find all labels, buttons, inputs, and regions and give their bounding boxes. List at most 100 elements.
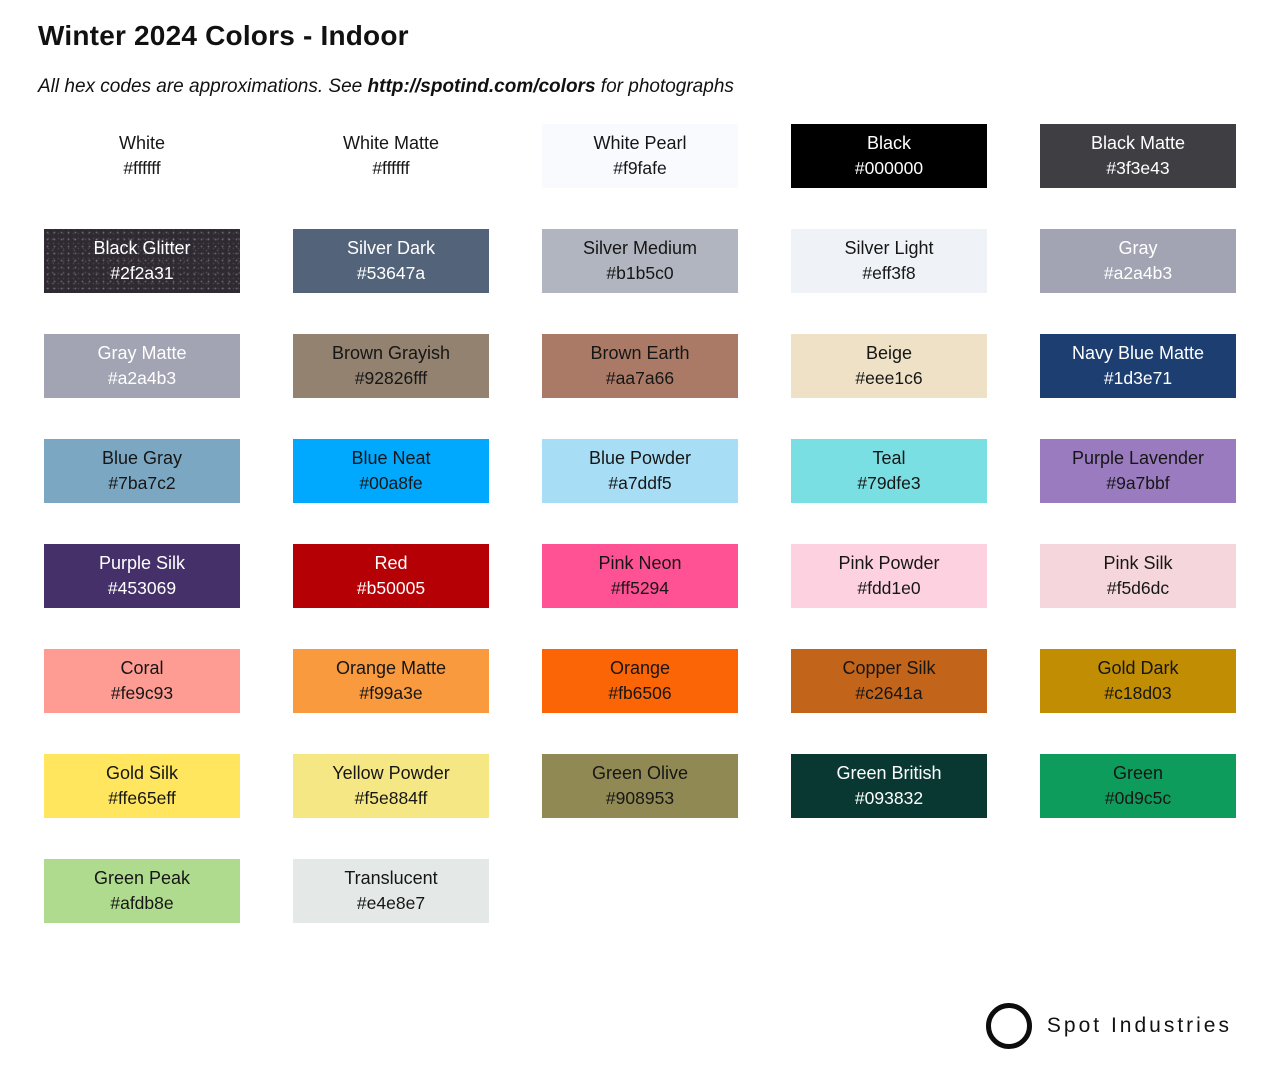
page-subtitle: All hex codes are approximations. See ht… [38,76,1242,98]
color-swatch-beige: Beige #eee1c6 [791,334,987,398]
swatch-name: Coral [120,658,164,678]
swatch-hex-code: #c18d03 [1104,683,1172,703]
color-swatch-copper-silk: Copper Silk #c2641a [791,649,987,713]
swatch-name: Pink Powder [838,553,940,573]
color-swatch-orange-matte: Orange Matte #f99a3e [293,649,489,713]
swatch-hex-code: #1d3e71 [1103,368,1173,388]
color-swatch-gold-silk: Gold Silk #ffe65eff [44,754,240,818]
page-title: Winter 2024 Colors - Indoor [38,20,409,51]
swatch-name: White Matte [342,133,440,153]
color-swatch-gray-matte: Gray Matte #a2a4b3 [44,334,240,398]
swatch-hex-code: #f5d6dc [1106,578,1170,598]
color-swatch-green-british: Green British #093832 [791,754,987,818]
swatch-hex-code: #ffffff [372,158,410,178]
color-swatch-blue-powder: Blue Powder #a7ddf5 [542,439,738,503]
swatch-hex-code: #b1b5c0 [606,263,674,283]
swatch-name: Translucent [344,868,438,888]
circle-outline-icon [985,1003,1032,1049]
swatch-name: Orange Matte [335,658,447,678]
color-swatch-orange: Orange #fb6506 [542,649,738,713]
swatch-hex-code: #3f3e43 [1106,158,1170,178]
color-swatch-brown-earth: Brown Earth #aa7a66 [542,334,738,398]
swatch-name: Gold Silk [105,763,179,783]
color-swatch-green-olive: Green Olive #908953 [542,754,738,818]
color-swatch-teal: Teal #79dfe3 [791,439,987,503]
swatch-hex-code: #2f2a31 [110,263,174,283]
color-swatch-silver-medium: Silver Medium #b1b5c0 [542,229,738,293]
brand-name: Spot Industries [1046,1014,1232,1037]
swatch-hex-code: #f99a3e [359,683,423,703]
swatch-name: Silver Medium [582,238,698,258]
color-swatch-purple-lavender: Purple Lavender #9a7bbf [1040,439,1236,503]
color-swatch-black-glitter: Black Glitter #2f2a31 [44,229,240,293]
swatch-hex-code: #9a7bbf [1106,473,1170,493]
swatch-name: Black [866,133,911,153]
color-swatch-green-peak: Green Peak #afdb8e [44,859,240,923]
swatch-hex-code: #c2641a [855,683,923,703]
swatch-hex-code: #92826fff [354,368,428,388]
swatch-name: Green Peak [93,868,191,888]
color-swatch-white: White #ffffff [44,124,240,188]
swatch-hex-code: #7ba7c2 [108,473,176,493]
color-swatch-black: Black #000000 [791,124,987,188]
swatch-hex-code: #fdd1e0 [857,578,921,598]
swatch-name: Silver Dark [346,238,435,258]
swatch-hex-code: #eff3f8 [862,263,916,283]
page-header: Winter 2024 Colors - Indoor All hex code… [0,0,1280,98]
swatch-name: Gray Matte [97,343,187,363]
swatch-hex-code: #f5e884ff [354,788,428,808]
subtitle-prefix: All hex codes are approximations. See [38,76,368,97]
color-swatch-pink-silk: Pink Silk #f5d6dc [1040,544,1236,608]
swatch-name: White [118,133,165,153]
swatch-hex-code: #093832 [854,788,924,808]
swatch-name: Pink Silk [1103,553,1173,573]
swatch-hex-code: #79dfe3 [857,473,921,493]
swatch-name: Copper Silk [842,658,936,678]
color-swatch-white-matte: White Matte #ffffff [293,124,489,188]
subtitle-suffix: for photographs [595,76,734,97]
swatch-hex-code: #f9fafe [613,158,667,178]
swatch-name: Green British [836,763,942,783]
color-swatch-black-matte: Black Matte #3f3e43 [1040,124,1236,188]
swatch-name: Brown Earth [590,343,690,363]
swatch-name: Red [374,553,408,573]
swatch-hex-code: #0d9c5c [1104,788,1172,808]
color-swatch-silver-light: Silver Light #eff3f8 [791,229,987,293]
swatch-hex-code: #eee1c6 [855,368,923,388]
swatch-hex-code: #afdb8e [110,893,174,913]
swatch-name: Gold Dark [1097,658,1179,678]
swatch-name: Blue Gray [101,448,183,468]
swatch-name: Yellow Powder [332,763,450,783]
swatch-name: Purple Silk [98,553,186,573]
swatch-hex-code: #ffe65eff [108,788,176,808]
color-swatch-translucent: Translucent #e4e8e7 [293,859,489,923]
color-swatch-silver-dark: Silver Dark #53647a [293,229,489,293]
swatch-hex-code: #453069 [107,578,177,598]
swatch-name: Purple Lavender [1071,448,1205,468]
color-swatch-red: Red #b50005 [293,544,489,608]
color-swatch-brown-grayish: Brown Grayish #92826fff [293,334,489,398]
swatch-hex-code: #fb6506 [608,683,672,703]
swatch-name: Orange [609,658,671,678]
color-swatch-navy-blue-matte: Navy Blue Matte #1d3e71 [1040,334,1236,398]
swatch-name: Black Matte [1090,133,1186,153]
swatch-name: White Pearl [593,133,687,153]
color-swatch-blue-gray: Blue Gray #7ba7c2 [44,439,240,503]
color-swatch-coral: Coral #fe9c93 [44,649,240,713]
colors-url: http://spotind.com/colors [367,76,596,97]
swatch-name: Green Olive [591,763,689,783]
swatch-grid: White #ffffff White Matte #ffffff White Pear… [44,124,1236,923]
color-swatch-yellow-powder: Yellow Powder #f5e884ff [293,754,489,818]
swatch-hex-code: #53647a [356,263,426,283]
color-swatch-pink-powder: Pink Powder #fdd1e0 [791,544,987,608]
swatch-hex-code: #b50005 [356,578,426,598]
swatch-name: Beige [865,343,913,363]
swatch-hex-code: #fe9c93 [110,683,174,703]
swatch-hex-code: #a7ddf5 [608,473,672,493]
swatch-hex-code: #aa7a66 [605,368,675,388]
color-swatch-blue-neat: Blue Neat #00a8fe [293,439,489,503]
color-swatch-green: Green #0d9c5c [1040,754,1236,818]
swatch-name: Pink Neon [598,553,682,573]
swatch-hex-code: #00a8fe [359,473,423,493]
